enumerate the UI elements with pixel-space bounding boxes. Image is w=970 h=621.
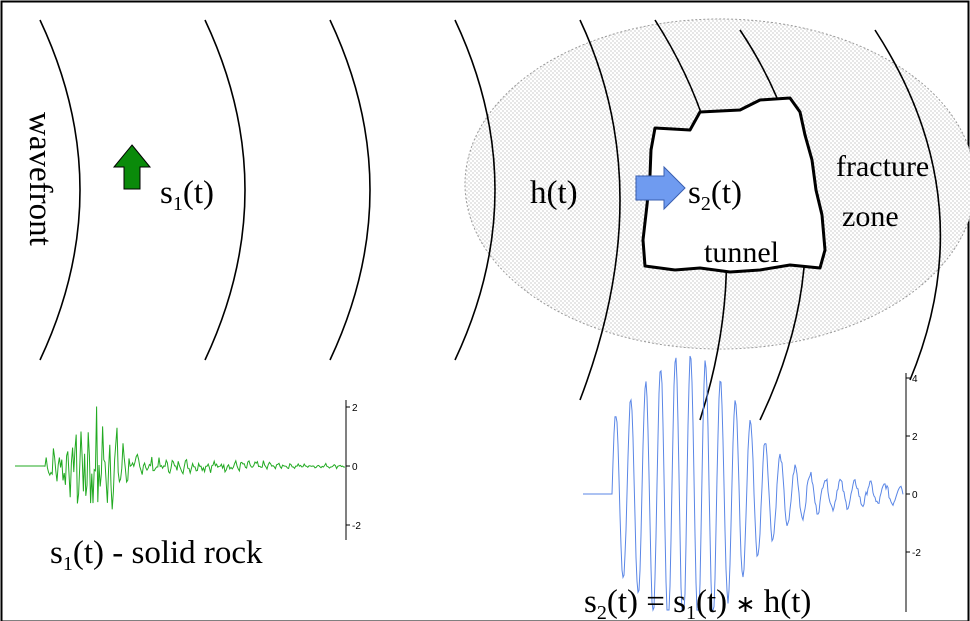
- s1-tick-label: 2: [352, 403, 358, 414]
- s1-tick-label: 0: [352, 462, 358, 473]
- s2-trace: [583, 355, 904, 612]
- fracture-label: fracture: [836, 150, 929, 183]
- wavefront-arc-5: [579, 19, 621, 401]
- wavefront-arc-8: [874, 29, 942, 381]
- s1-trace: [15, 406, 346, 510]
- s1-seismogram: 2 0 -2: [15, 400, 361, 540]
- s1-label: s1(t): [160, 175, 214, 215]
- s2-tick-label: 4: [912, 374, 918, 385]
- wavefront-arc-3: [329, 19, 371, 361]
- green-arrow-icon: [112, 144, 152, 190]
- s2-tick-label: 0: [912, 490, 918, 501]
- wavefront-arc-1: [39, 19, 81, 361]
- solid-rock-label: s1(t) - solid rock: [50, 535, 263, 575]
- s2-label: s2(t): [688, 175, 742, 215]
- wavefront-arc-4: [454, 19, 496, 361]
- zone-label: zone: [842, 200, 899, 233]
- h-label: h(t): [530, 175, 578, 211]
- blue-arrow-icon: [635, 165, 686, 211]
- s1-tick-label: -2: [352, 521, 361, 532]
- wavefront-label: wavefront: [22, 112, 58, 246]
- s2-seismogram: 4 2 0 -2: [583, 355, 921, 612]
- s2-tick-label: -2: [912, 548, 921, 559]
- tunnel-label: tunnel: [704, 236, 779, 269]
- tunnel-outline: [641, 96, 827, 274]
- s2-tick-label: 2: [912, 432, 918, 443]
- wavefront-arc-2: [204, 19, 246, 361]
- convolution-equation: s2(t) = s1(t) ∗ h(t): [584, 584, 811, 621]
